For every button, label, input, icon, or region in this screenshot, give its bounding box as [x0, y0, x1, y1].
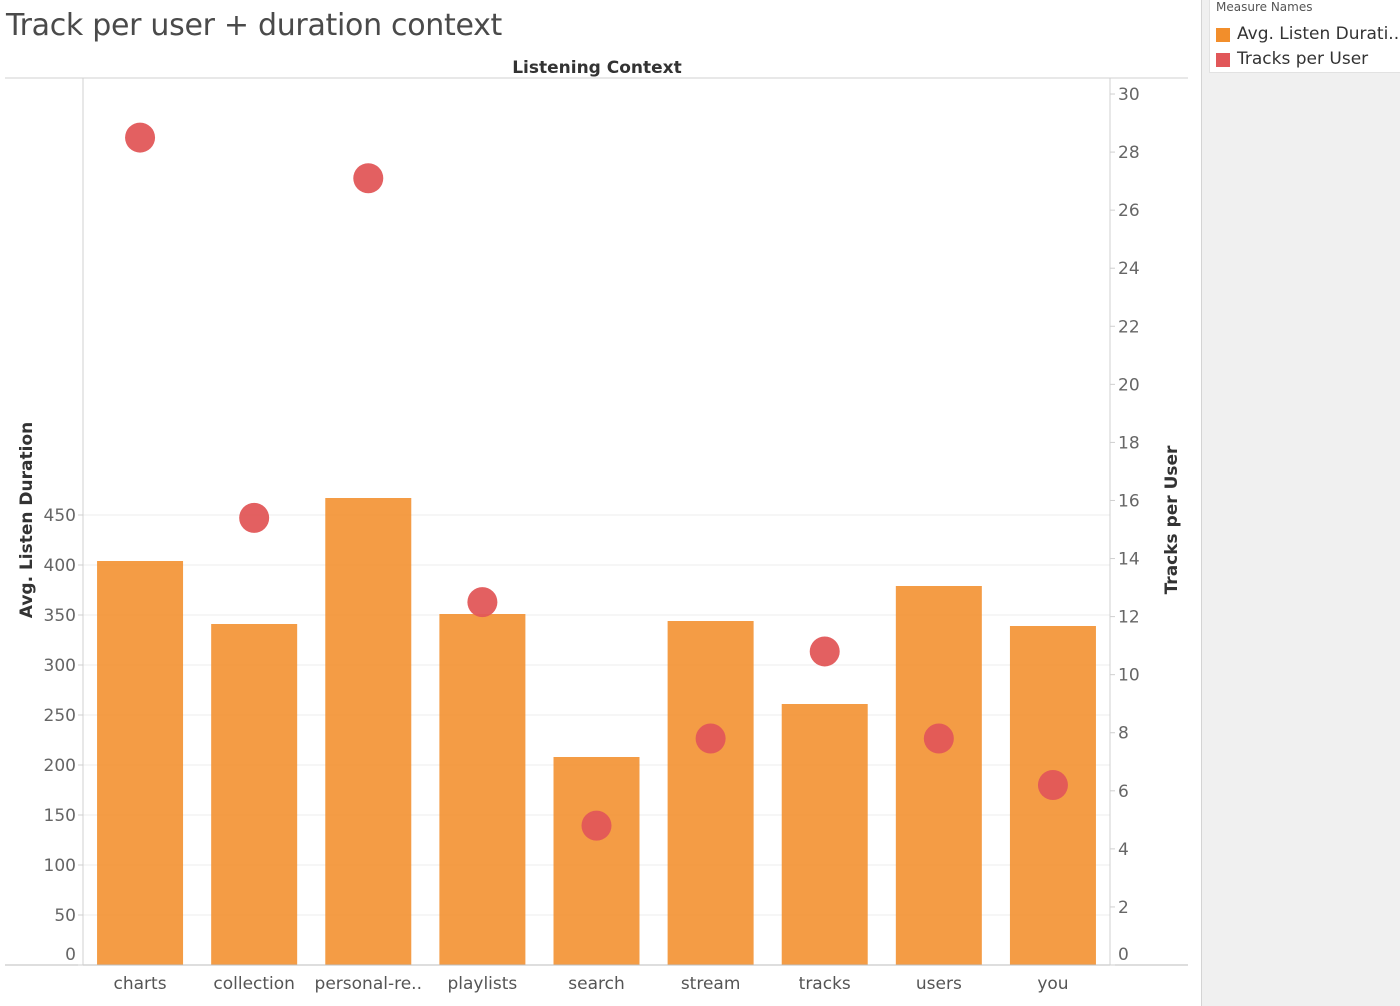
y-right-tick-label: 10 [1118, 666, 1140, 686]
bar-7[interactable] [895, 586, 982, 965]
y-right-tick-label: 28 [1118, 143, 1140, 163]
y-right-tick-label: 2 [1118, 898, 1129, 918]
y-right-tick-label: 12 [1118, 608, 1140, 628]
y-right-tick-label: 24 [1118, 259, 1140, 279]
bar-2[interactable] [325, 498, 412, 965]
axes: 0501001502002503003504004500246810121416… [5, 77, 1188, 994]
point-2[interactable] [353, 163, 384, 194]
y-left-tick-label: 0 [65, 945, 76, 965]
x-tick-label: tracks [799, 974, 851, 994]
x-tick-label: playlists [447, 974, 517, 994]
y-right-tick-label: 4 [1118, 840, 1129, 860]
y-left-tick-label: 50 [54, 906, 76, 926]
y-left-tick-label: 200 [44, 756, 76, 776]
legend-label: Avg. Listen Durati.. [1237, 24, 1400, 44]
x-tick-label: charts [114, 974, 167, 994]
bar-4[interactable] [553, 757, 640, 965]
point-8[interactable] [1037, 769, 1068, 800]
point-6[interactable] [809, 636, 840, 667]
legend-label: Tracks per User [1237, 49, 1369, 69]
legend-panel: Measure Names Avg. Listen Durati.. Track… [1201, 0, 1400, 1006]
bar-1[interactable] [211, 624, 298, 965]
y-left-tick-label: 150 [44, 806, 76, 826]
y-right-tick-label: 20 [1118, 375, 1140, 395]
legend-item-tracks-per-user[interactable]: Tracks per User [1216, 49, 1400, 71]
y-left-tick-label: 300 [44, 656, 76, 676]
y-right-tick-label: 8 [1118, 724, 1129, 744]
point-3[interactable] [467, 587, 498, 618]
y-left-tick-label: 450 [44, 506, 76, 526]
bar-3[interactable] [439, 614, 526, 965]
y-left-tick-label: 400 [44, 556, 76, 576]
y-left-tick-label: 100 [44, 856, 76, 876]
point-4[interactable] [581, 810, 612, 841]
legend-swatch-orange [1216, 28, 1230, 42]
y-right-tick-label: 6 [1118, 782, 1129, 802]
legend-item-avg-listen-duration[interactable]: Avg. Listen Durati.. [1216, 24, 1400, 46]
y-right-tick-label: 14 [1118, 550, 1140, 570]
chart-title: Track per user + duration context [6, 8, 502, 43]
point-1[interactable] [239, 502, 270, 533]
legend-swatch-red [1216, 53, 1230, 67]
y-right-tick-label: 18 [1118, 433, 1140, 453]
legend-title: Measure Names [1216, 0, 1313, 14]
legend: Measure Names Avg. Listen Durati.. Track… [1209, 0, 1400, 73]
bar-6[interactable] [781, 704, 868, 965]
x-tick-label: collection [213, 974, 295, 994]
y-axis-right-label: Tracks per User [1162, 445, 1182, 594]
bar-0[interactable] [97, 561, 184, 965]
x-tick-label: personal-re.. [315, 974, 422, 994]
y-left-tick-label: 350 [44, 606, 76, 626]
x-tick-label: search [568, 974, 624, 994]
y-right-tick-label: 22 [1118, 317, 1140, 337]
y-right-tick-label: 0 [1118, 945, 1129, 965]
y-right-tick-label: 16 [1118, 491, 1140, 511]
y-right-tick-label: 26 [1118, 201, 1140, 221]
x-tick-label: stream [681, 974, 741, 994]
x-tick-label: users [916, 974, 962, 994]
y-axis-left-label: Avg. Listen Duration [17, 422, 37, 618]
y-right-tick-label: 30 [1118, 85, 1140, 105]
column-header: Listening Context [512, 58, 682, 78]
x-tick-label: you [1037, 974, 1068, 994]
point-7[interactable] [923, 723, 954, 754]
point-5[interactable] [695, 723, 726, 754]
bar-5[interactable] [667, 621, 754, 965]
bars [97, 498, 1096, 965]
point-0[interactable] [125, 122, 156, 153]
points [125, 122, 1068, 841]
y-left-tick-label: 250 [44, 706, 76, 726]
chart: 0501001502002503003504004500246810121416… [5, 58, 1188, 994]
